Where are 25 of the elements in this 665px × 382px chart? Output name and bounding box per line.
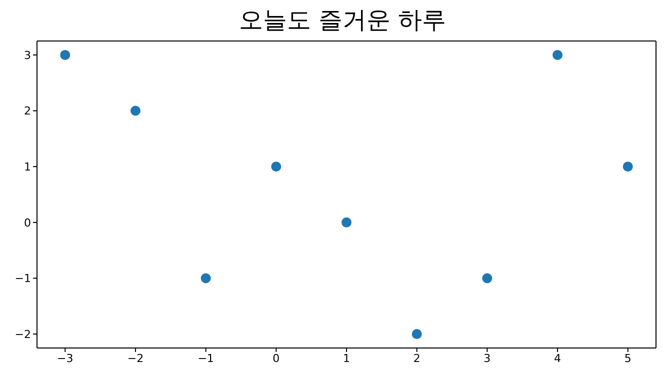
point: [271, 162, 282, 172]
y-tick-label: −2: [14, 328, 31, 341]
point: [622, 162, 633, 172]
x-tick-label: 5: [624, 352, 632, 365]
x-tick-label: 2: [413, 352, 420, 365]
y-tick-label: 3: [24, 48, 31, 62]
y-tick-label: 0: [24, 216, 31, 230]
point: [342, 217, 352, 228]
x-tick-label: −2: [127, 352, 144, 365]
x-tick-label: −3: [57, 352, 74, 365]
x-tick-label: 1: [343, 352, 350, 365]
x-tick-label: 0: [272, 352, 280, 365]
y-tick-label: 2: [24, 104, 31, 118]
x-tick-label: 4: [554, 352, 562, 365]
x-tick-label: 3: [484, 352, 491, 365]
point: [482, 273, 492, 284]
point: [200, 273, 211, 284]
x-tick-label: −1: [198, 352, 214, 365]
point: [130, 106, 140, 116]
point: [552, 50, 563, 60]
y-tick-label: 1: [24, 160, 31, 174]
point: [412, 329, 422, 340]
point: [60, 50, 70, 60]
y-tick-label: −1: [14, 272, 31, 286]
chart-title: 오늘도 즐거운 하루: [238, 5, 448, 36]
